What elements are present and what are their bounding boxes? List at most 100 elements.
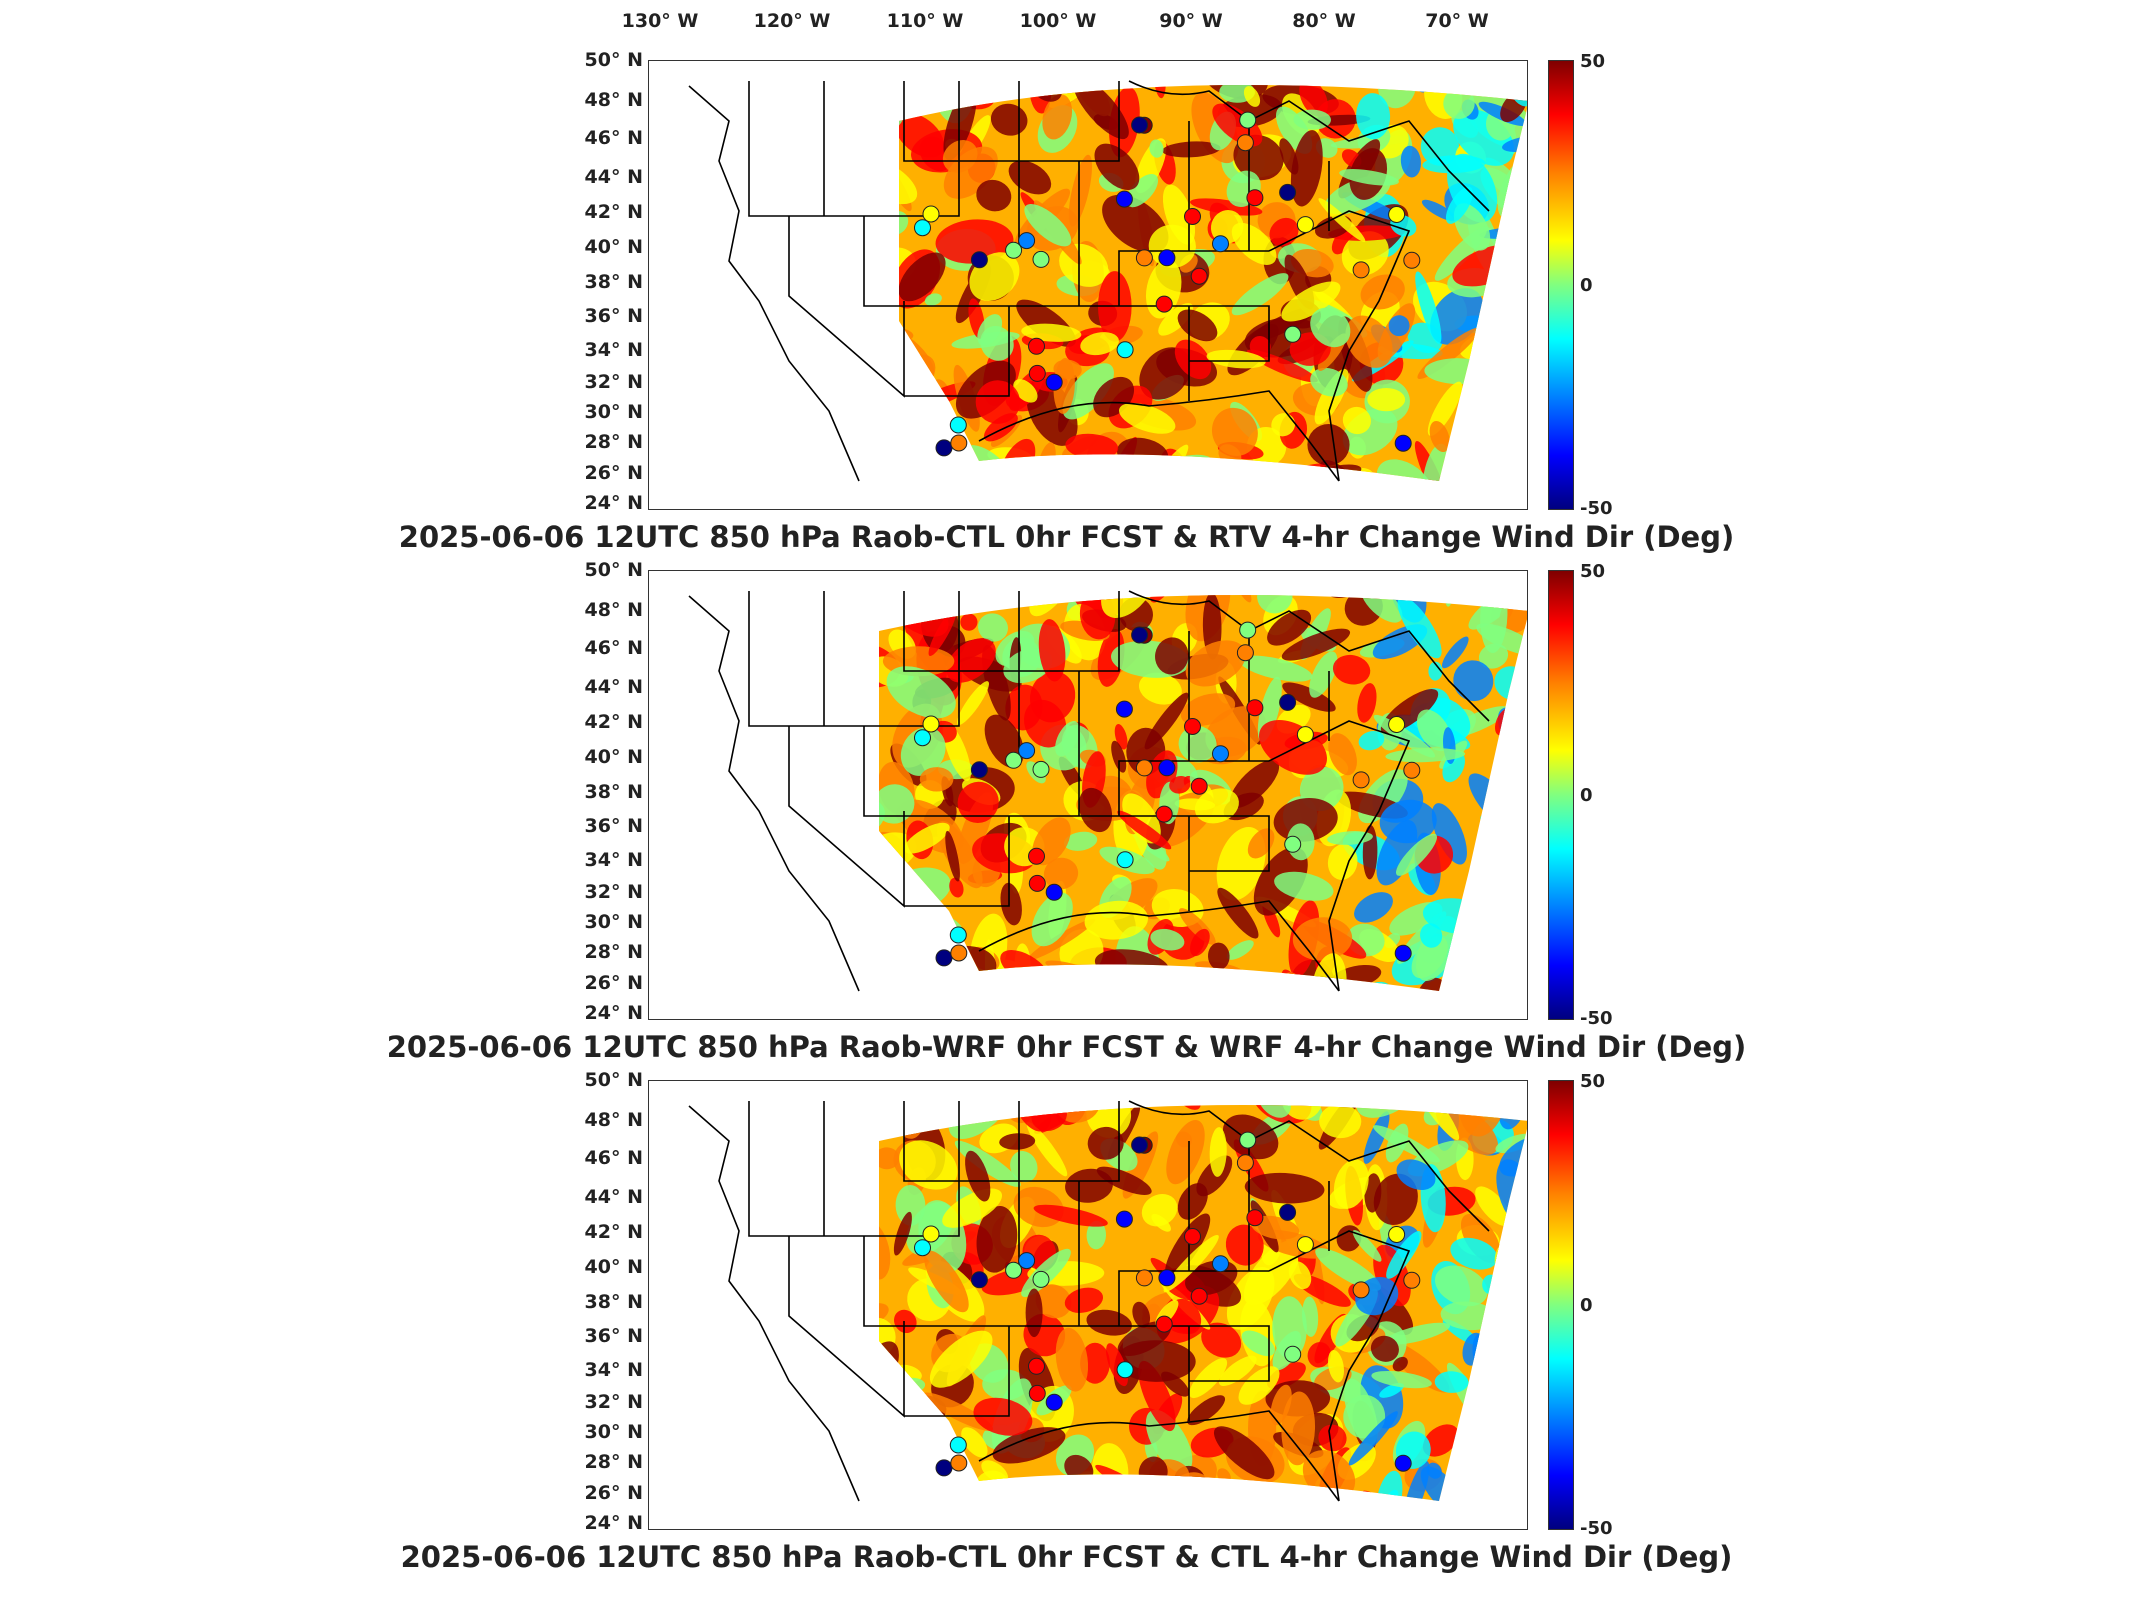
lon-label: 70° W [1425,10,1489,32]
lat-label: 48° N [584,89,643,111]
colorbar-max-label: 50 [1580,1071,1606,1092]
state-boundaries [688,590,1490,992]
lat-label: 40° N [584,236,643,258]
station-marker [950,944,968,962]
wind-direction-map [648,570,1528,1020]
state-boundaries [688,1100,1490,1502]
station-marker [1032,1270,1050,1288]
station-marker [1028,364,1046,382]
station-marker [1246,1209,1264,1227]
station-marker [1388,206,1406,223]
panel-title: 2025-06-06 12UTC 850 hPa Raob-CTL 0hr FC… [398,520,1735,554]
station-marker [970,251,988,269]
lon-label: 130° W [621,10,699,32]
station-marker [1115,1210,1133,1228]
station-marker [1403,1271,1421,1289]
station-marker [1279,693,1297,711]
lat-label: 36° N [584,1325,643,1347]
lat-label: 36° N [584,305,643,327]
station-marker [914,729,931,747]
lat-label: 28° N [584,1451,643,1473]
lat-label: 26° N [584,462,643,484]
lat-label: 38° N [584,781,643,803]
station-marker [1239,111,1257,129]
colorbar [1548,1080,1574,1530]
station-marker [1190,267,1208,285]
lat-label: 40° N [584,746,643,768]
colorbar [1548,60,1574,510]
colorbar-mid-label: 0 [1580,275,1593,296]
lat-label: 46° N [584,637,643,659]
colorbar-max-label: 50 [1580,51,1606,72]
lat-label: 28° N [584,941,643,963]
station-marker [970,761,988,779]
map-panel-2: 50 0 -50 2025-06-06 12UTC 850 hPa Raob-W… [0,559,2133,1080]
station-marker [1131,116,1149,134]
lat-label: 34° N [584,1359,643,1381]
lat-label: 44° N [584,1186,643,1208]
lat-label: 32° N [584,881,643,903]
lat-label: 50° N [584,559,643,581]
lat-label: 24° N [584,1002,643,1024]
station-marker [949,416,967,434]
lat-label: 48° N [584,599,643,621]
lat-label: 32° N [584,371,643,393]
station-marker [1388,1226,1406,1243]
map-graphic [688,80,1527,482]
station-marker [1018,1252,1036,1270]
lat-label: 42° N [584,711,643,733]
panel-title: 2025-06-06 12UTC 850 hPa Raob-WRF 0hr FC… [386,1030,1747,1064]
station-marker [1296,726,1314,744]
station-marker [1236,1154,1254,1172]
colorbar-min-label: -50 [1580,1008,1613,1029]
station-marker [1239,1131,1257,1149]
lon-label: 90° W [1159,10,1223,32]
station-marker [1236,644,1254,662]
station-marker [1184,718,1201,735]
lat-label: 46° N [584,1147,643,1169]
station-marker [1239,621,1257,639]
station-marker [1028,1357,1045,1375]
station-marker [1155,1315,1173,1333]
station-marker [1045,883,1063,901]
station-marker [1284,325,1302,343]
station-marker [1116,851,1134,869]
station-marker [1394,944,1412,962]
lat-label: 30° N [584,401,643,423]
station-marker [1116,341,1134,359]
station-marker [1236,134,1254,152]
station-marker [1212,1255,1229,1273]
station-marker [1155,805,1173,823]
station-marker [1352,261,1370,279]
station-marker [935,1459,953,1477]
lat-label: 48° N [584,1109,643,1131]
station-marker [1158,249,1176,267]
map-graphic [688,590,1527,992]
station-marker [1005,241,1023,259]
station-marker [914,1239,931,1257]
station-marker [1246,189,1264,207]
station-marker [914,219,931,237]
lon-label: 80° W [1292,10,1356,32]
station-marker [1115,190,1133,208]
station-marker [1028,337,1045,355]
station-marker [1135,249,1153,267]
station-marker [1403,761,1421,779]
lat-label: 24° N [584,492,643,514]
colorbar-min-label: -50 [1580,1518,1613,1539]
station-marker [950,434,968,452]
station-marker [935,439,953,457]
station-marker [1018,232,1036,250]
station-marker [1190,1287,1208,1305]
station-marker [1296,1236,1314,1254]
station-marker [1190,777,1208,795]
station-marker [922,205,940,223]
colorbar-mid-label: 0 [1580,785,1593,806]
lon-label: 100° W [1019,10,1097,32]
lat-label: 24° N [584,1512,643,1534]
station-marker [1394,434,1412,452]
lat-label: 34° N [584,849,643,871]
station-marker [1296,216,1314,234]
lat-label: 50° N [584,1069,643,1091]
station-marker [1018,742,1036,760]
